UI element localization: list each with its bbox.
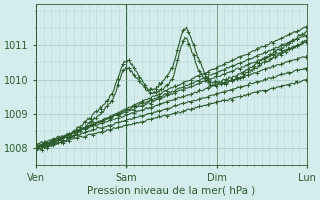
X-axis label: Pression niveau de la mer( hPa ): Pression niveau de la mer( hPa ) (87, 186, 256, 196)
